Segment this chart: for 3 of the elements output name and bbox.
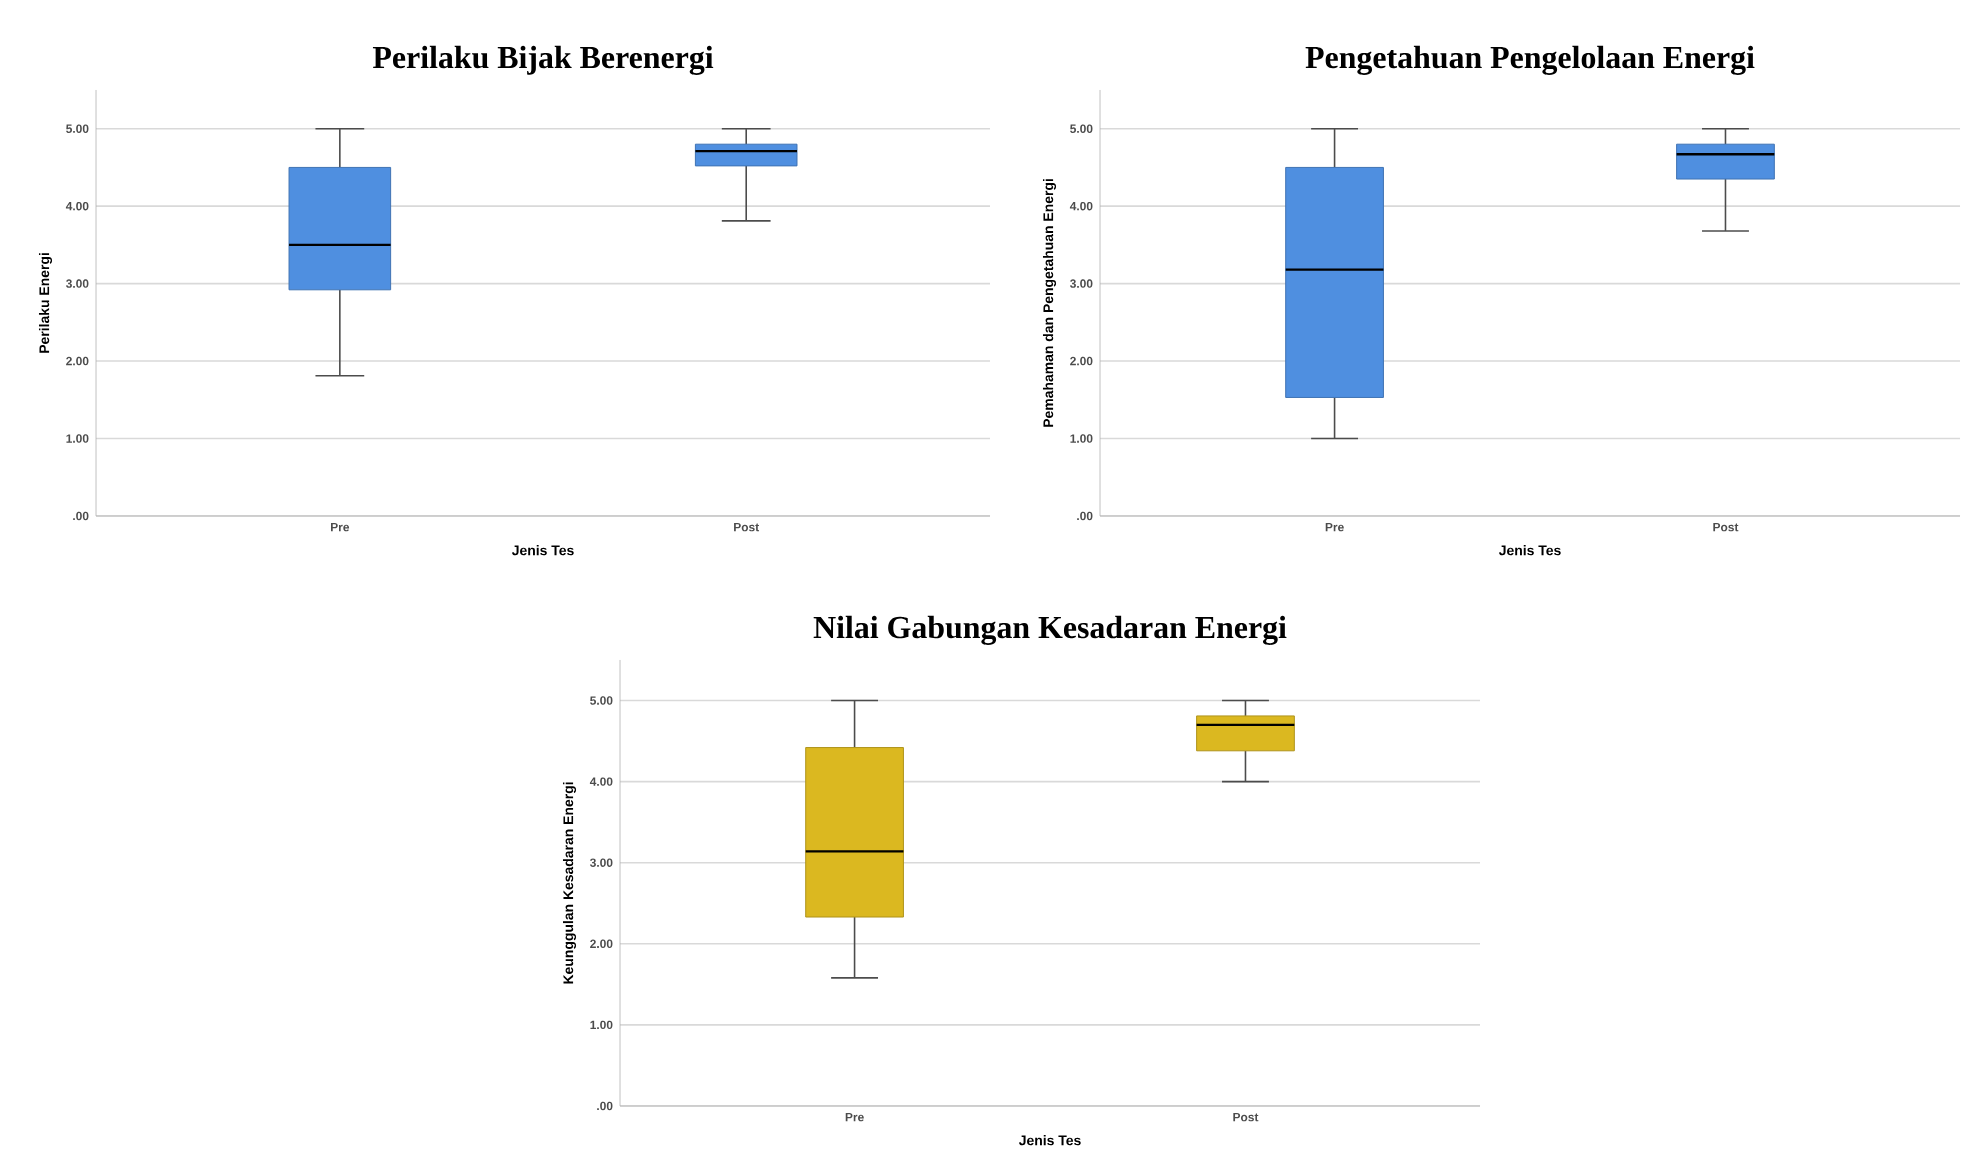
chart-title: Perilaku Bijak Berenergi: [372, 45, 714, 75]
chart-title: Nilai Gabungan Kesadaran Energi: [813, 615, 1287, 645]
chart-title: Pengetahuan Pengelolaan Energi: [1305, 45, 1755, 75]
